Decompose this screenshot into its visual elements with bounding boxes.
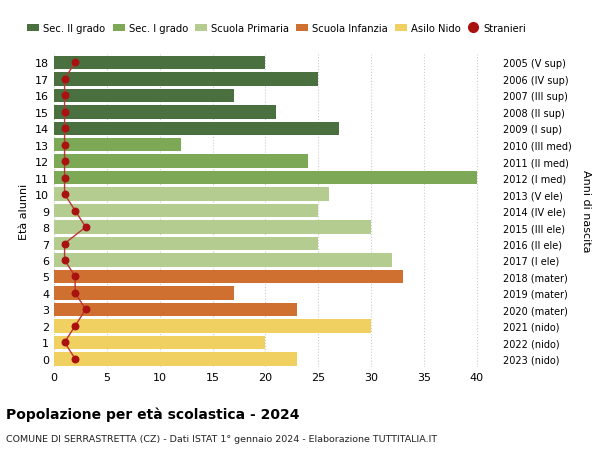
Point [60,109,70,116]
Point [81,224,91,231]
Text: Popolazione per età scolastica - 2024: Popolazione per età scolastica - 2024 [6,406,299,421]
Y-axis label: Età alunni: Età alunni [19,183,29,239]
Bar [54,122,340,136]
Text: COMUNE DI SERRASTRETTA (CZ) - Dati ISTAT 1° gennaio 2024 - Elaborazione TUTTITAL: COMUNE DI SERRASTRETTA (CZ) - Dati ISTAT… [6,434,437,443]
Bar [54,270,403,284]
Bar [54,106,276,119]
Point [70,60,80,67]
Bar [54,352,297,366]
Point [60,92,70,100]
Bar [54,56,265,70]
Point [60,76,70,84]
Point [81,306,91,313]
Bar [54,155,308,168]
Y-axis label: Anni di nascita: Anni di nascita [581,170,591,252]
Point [60,191,70,198]
Bar [54,286,234,300]
Bar [54,204,318,218]
Point [70,290,80,297]
Bar [54,254,392,267]
Point [60,257,70,264]
Legend: Sec. II grado, Sec. I grado, Scuola Primaria, Scuola Infanzia, Asilo Nido, Stran: Sec. II grado, Sec. I grado, Scuola Prim… [23,19,530,38]
Point [60,339,70,346]
Bar [54,319,371,333]
Bar [54,73,318,86]
Bar [54,139,181,152]
Point [70,355,80,363]
Bar [54,221,371,234]
Point [60,125,70,133]
Point [60,142,70,149]
Bar [54,172,477,185]
Bar [54,303,297,316]
Bar [54,336,265,349]
Point [60,174,70,182]
Point [70,207,80,215]
Point [60,158,70,166]
Point [70,323,80,330]
Bar [54,237,318,251]
Point [60,241,70,248]
Bar [54,188,329,202]
Point [70,273,80,280]
Bar [54,90,234,103]
